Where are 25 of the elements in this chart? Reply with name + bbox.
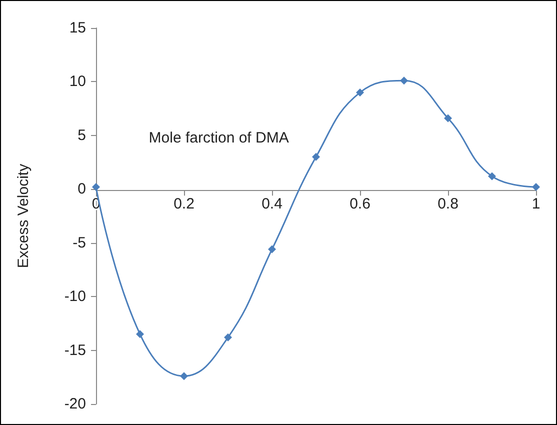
point (136, 330, 144, 338)
point (180, 372, 188, 380)
y-tick-label: -5 (72, 234, 86, 252)
y-tick-label: 15 (69, 20, 86, 36)
y-tick-label: -15 (64, 342, 86, 359)
point (312, 152, 320, 161)
y-axis-title: Excess Velocity (15, 163, 32, 268)
x-tick-label: 0.2 (174, 196, 194, 213)
point (268, 245, 276, 254)
y-tick-label: -20 (64, 396, 86, 412)
point (356, 88, 364, 96)
y-tick-label: 10 (69, 73, 86, 90)
y-tick-label: 0 (78, 180, 86, 198)
point (400, 76, 408, 85)
point (444, 114, 452, 122)
x-tick-label: 0.8 (438, 196, 458, 213)
x-tick-label: 0.4 (262, 196, 282, 213)
x-axis-title: Mole farction of DMA (148, 129, 289, 146)
point (224, 333, 232, 342)
point (532, 182, 540, 191)
y-tick-label: -10 (64, 288, 86, 306)
x-tick-label: 0.6 (350, 196, 370, 213)
y-tick-label: 5 (78, 126, 86, 144)
x-tick-label: 1 (532, 196, 540, 213)
point (488, 172, 496, 180)
